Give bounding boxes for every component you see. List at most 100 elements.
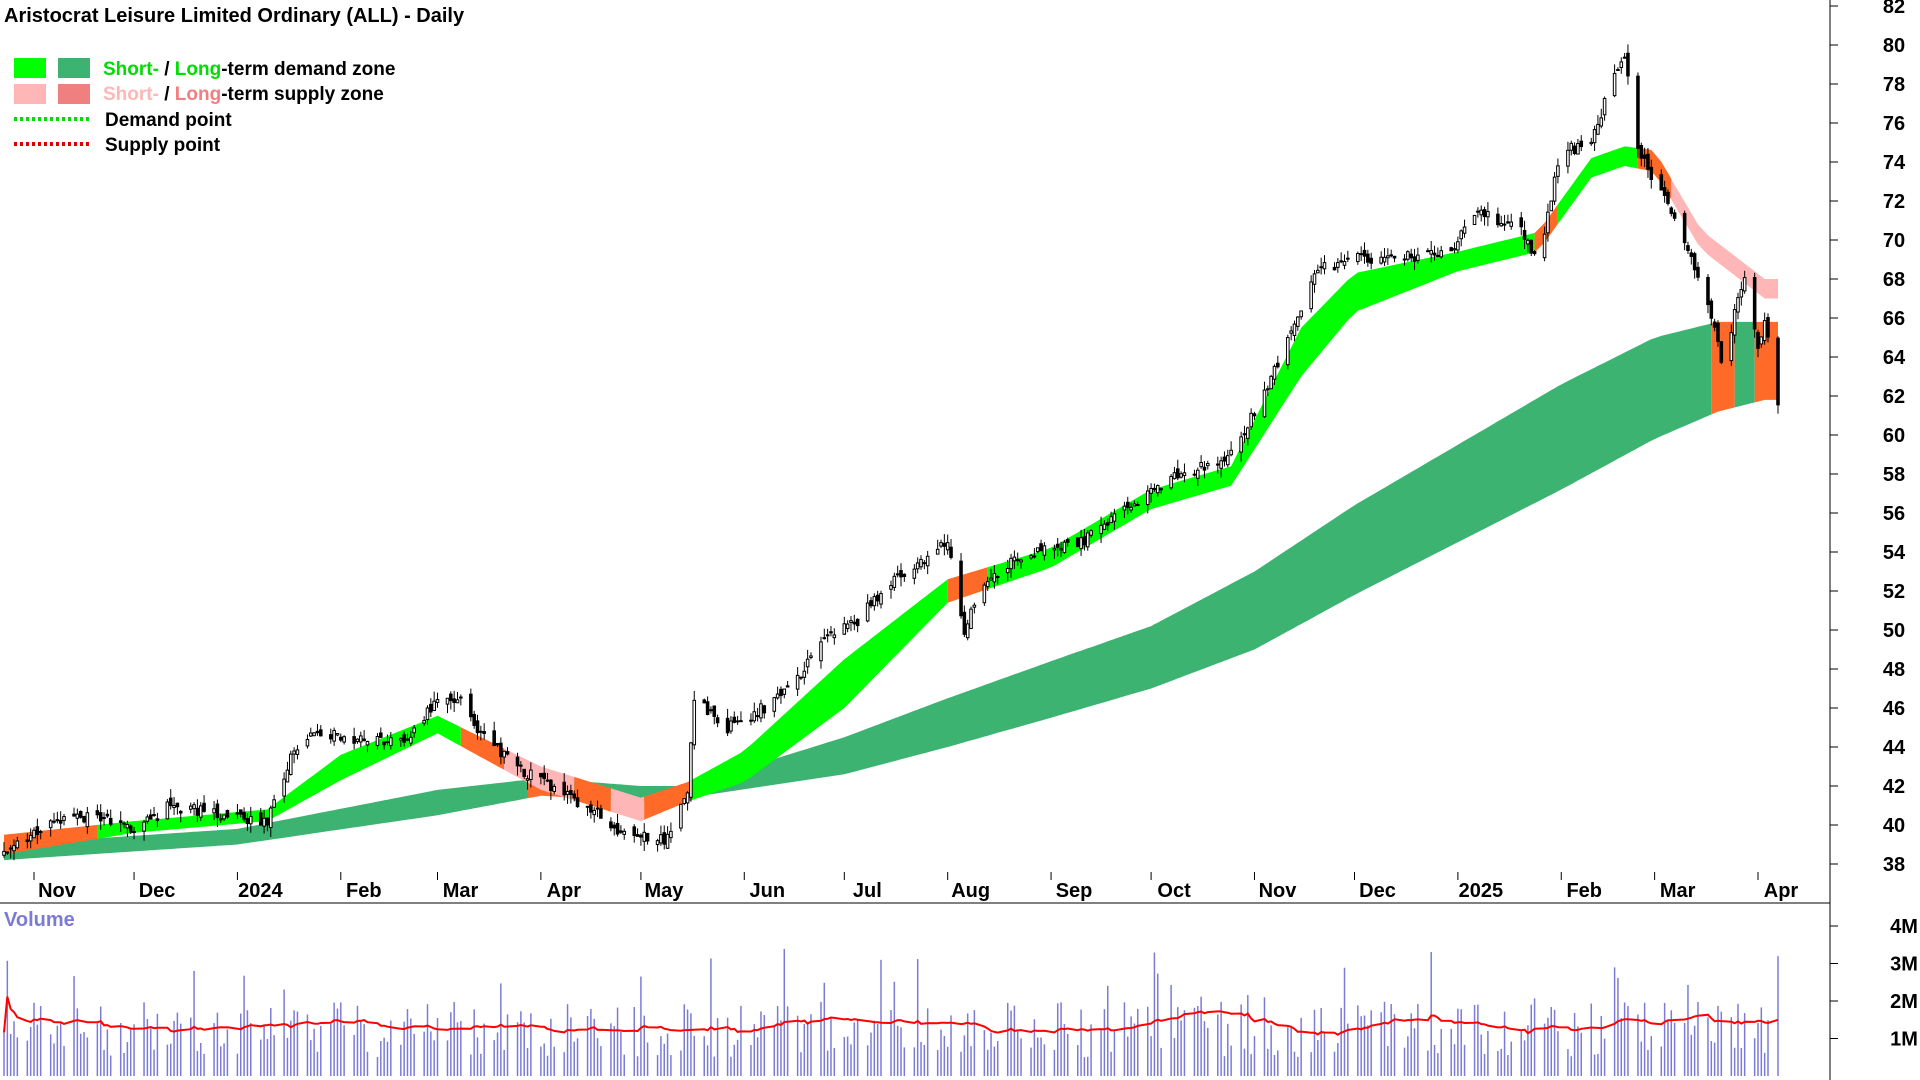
date-tick-label: Apr	[547, 880, 582, 902]
candle	[1312, 269, 1317, 293]
candle	[1426, 248, 1430, 253]
candle	[945, 534, 950, 555]
price-tick-label: 80	[1883, 35, 1905, 57]
candle	[1716, 320, 1720, 347]
candle	[1132, 500, 1137, 507]
candle	[1276, 355, 1280, 369]
date-tick-label: Dec	[1359, 880, 1396, 902]
candle	[342, 735, 346, 745]
candle	[355, 738, 360, 744]
candle	[1309, 275, 1313, 313]
candle	[495, 742, 500, 747]
volume-panel: Volume 4M 3M 2M 1M	[3, 909, 1918, 1076]
candle	[72, 807, 76, 817]
candle	[295, 744, 300, 760]
candle	[375, 733, 380, 750]
candle	[339, 733, 343, 743]
candle	[899, 563, 903, 587]
candle	[1526, 238, 1530, 253]
candle	[1612, 64, 1617, 98]
candle	[519, 761, 523, 773]
date-tick-label: Dec	[139, 880, 176, 902]
candle	[5, 851, 10, 855]
candle	[515, 752, 520, 776]
candle	[915, 557, 920, 574]
candle	[1362, 242, 1367, 264]
candle	[1342, 254, 1347, 270]
candle	[1229, 441, 1233, 457]
candle	[1666, 189, 1670, 206]
candle	[429, 698, 433, 718]
candle	[962, 605, 967, 638]
candle	[58, 811, 63, 830]
candle	[305, 734, 310, 749]
candle	[925, 550, 930, 575]
candle	[1712, 318, 1717, 332]
candle	[752, 702, 757, 724]
volume-tick-label: 2M	[1890, 991, 1918, 1013]
candle	[759, 699, 763, 723]
candle	[1316, 264, 1320, 274]
candle	[585, 805, 590, 816]
candle	[1569, 140, 1574, 156]
long-term-zone	[1734, 321, 1755, 408]
price-tick-label: 58	[1883, 464, 1905, 486]
short-term-zone	[574, 776, 611, 812]
candle	[1079, 529, 1083, 556]
candle	[329, 728, 333, 744]
candle	[8, 845, 13, 859]
candle	[1542, 226, 1547, 262]
candle	[972, 602, 977, 614]
candle	[359, 731, 363, 748]
price-tick-label: 70	[1883, 230, 1905, 252]
candle	[282, 772, 286, 803]
candle	[739, 711, 743, 723]
candle	[1175, 459, 1180, 481]
candle	[982, 582, 987, 606]
candle	[1506, 214, 1510, 224]
candle	[795, 667, 800, 696]
candle	[242, 807, 246, 822]
candle	[1085, 529, 1090, 551]
candle	[1642, 147, 1647, 168]
candle	[85, 806, 90, 834]
candle	[1319, 257, 1323, 275]
date-tick-label: 2024	[238, 880, 283, 902]
candle	[1129, 502, 1133, 513]
candle	[849, 616, 853, 632]
candle	[995, 575, 1000, 585]
candle	[148, 809, 153, 820]
candle	[595, 800, 600, 817]
candle	[435, 692, 440, 708]
date-tick-label: 2025	[1459, 880, 1504, 902]
candle	[1005, 559, 1010, 582]
candle	[1246, 426, 1250, 446]
candle	[1059, 541, 1063, 557]
candle	[1449, 246, 1453, 252]
candle	[2, 842, 6, 858]
candle	[709, 706, 713, 714]
candle	[922, 560, 927, 570]
price-axis: 38 40 42 44 46 48 50 52 54 56 58 60 62 64 66 68 70 72 74 76…	[1830, 0, 1906, 876]
candle	[25, 833, 30, 849]
candle	[1105, 518, 1110, 531]
candle	[829, 626, 833, 637]
date-tick-label: Feb	[346, 880, 382, 902]
candle	[639, 833, 643, 846]
candle	[1035, 547, 1040, 554]
candle	[352, 727, 356, 750]
candle	[1299, 310, 1303, 320]
candle	[1752, 272, 1757, 338]
candle	[175, 802, 180, 815]
candle	[1766, 313, 1770, 343]
legend-supply-point: Supply point	[105, 135, 221, 156]
candle	[1756, 329, 1760, 358]
candle	[775, 686, 780, 700]
candle	[1532, 250, 1537, 256]
candle	[142, 819, 146, 841]
candle	[822, 628, 827, 640]
candle	[1216, 456, 1220, 474]
candle	[819, 636, 823, 669]
candle	[108, 809, 113, 827]
candle	[1689, 248, 1694, 265]
